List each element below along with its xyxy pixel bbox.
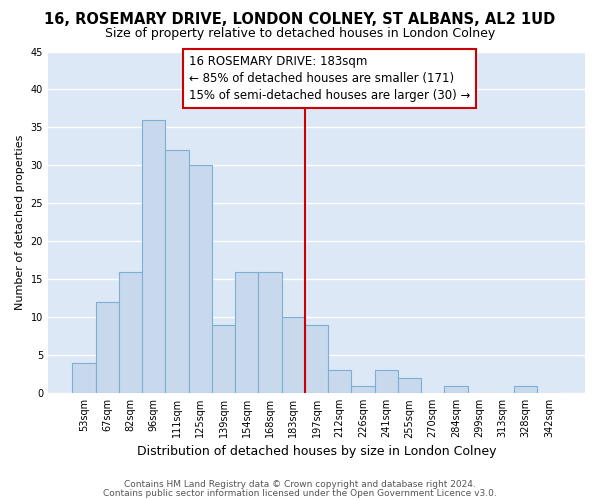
Bar <box>188 166 212 393</box>
Bar <box>166 150 188 393</box>
Bar <box>398 378 421 393</box>
Bar <box>259 272 281 393</box>
Text: 16 ROSEMARY DRIVE: 183sqm
← 85% of detached houses are smaller (171)
15% of semi: 16 ROSEMARY DRIVE: 183sqm ← 85% of detac… <box>188 56 470 102</box>
Text: 16, ROSEMARY DRIVE, LONDON COLNEY, ST ALBANS, AL2 1UD: 16, ROSEMARY DRIVE, LONDON COLNEY, ST AL… <box>44 12 556 28</box>
Bar <box>95 302 119 393</box>
Bar <box>305 325 328 393</box>
Bar <box>235 272 259 393</box>
Bar <box>142 120 166 393</box>
X-axis label: Distribution of detached houses by size in London Colney: Distribution of detached houses by size … <box>137 444 496 458</box>
Text: Size of property relative to detached houses in London Colney: Size of property relative to detached ho… <box>105 28 495 40</box>
Bar <box>119 272 142 393</box>
Bar <box>352 386 374 393</box>
Bar <box>514 386 538 393</box>
Text: Contains HM Land Registry data © Crown copyright and database right 2024.: Contains HM Land Registry data © Crown c… <box>124 480 476 489</box>
Y-axis label: Number of detached properties: Number of detached properties <box>15 134 25 310</box>
Bar <box>374 370 398 393</box>
Bar <box>328 370 352 393</box>
Text: Contains public sector information licensed under the Open Government Licence v3: Contains public sector information licen… <box>103 488 497 498</box>
Bar <box>73 363 95 393</box>
Bar <box>445 386 467 393</box>
Bar <box>281 318 305 393</box>
Bar <box>212 325 235 393</box>
